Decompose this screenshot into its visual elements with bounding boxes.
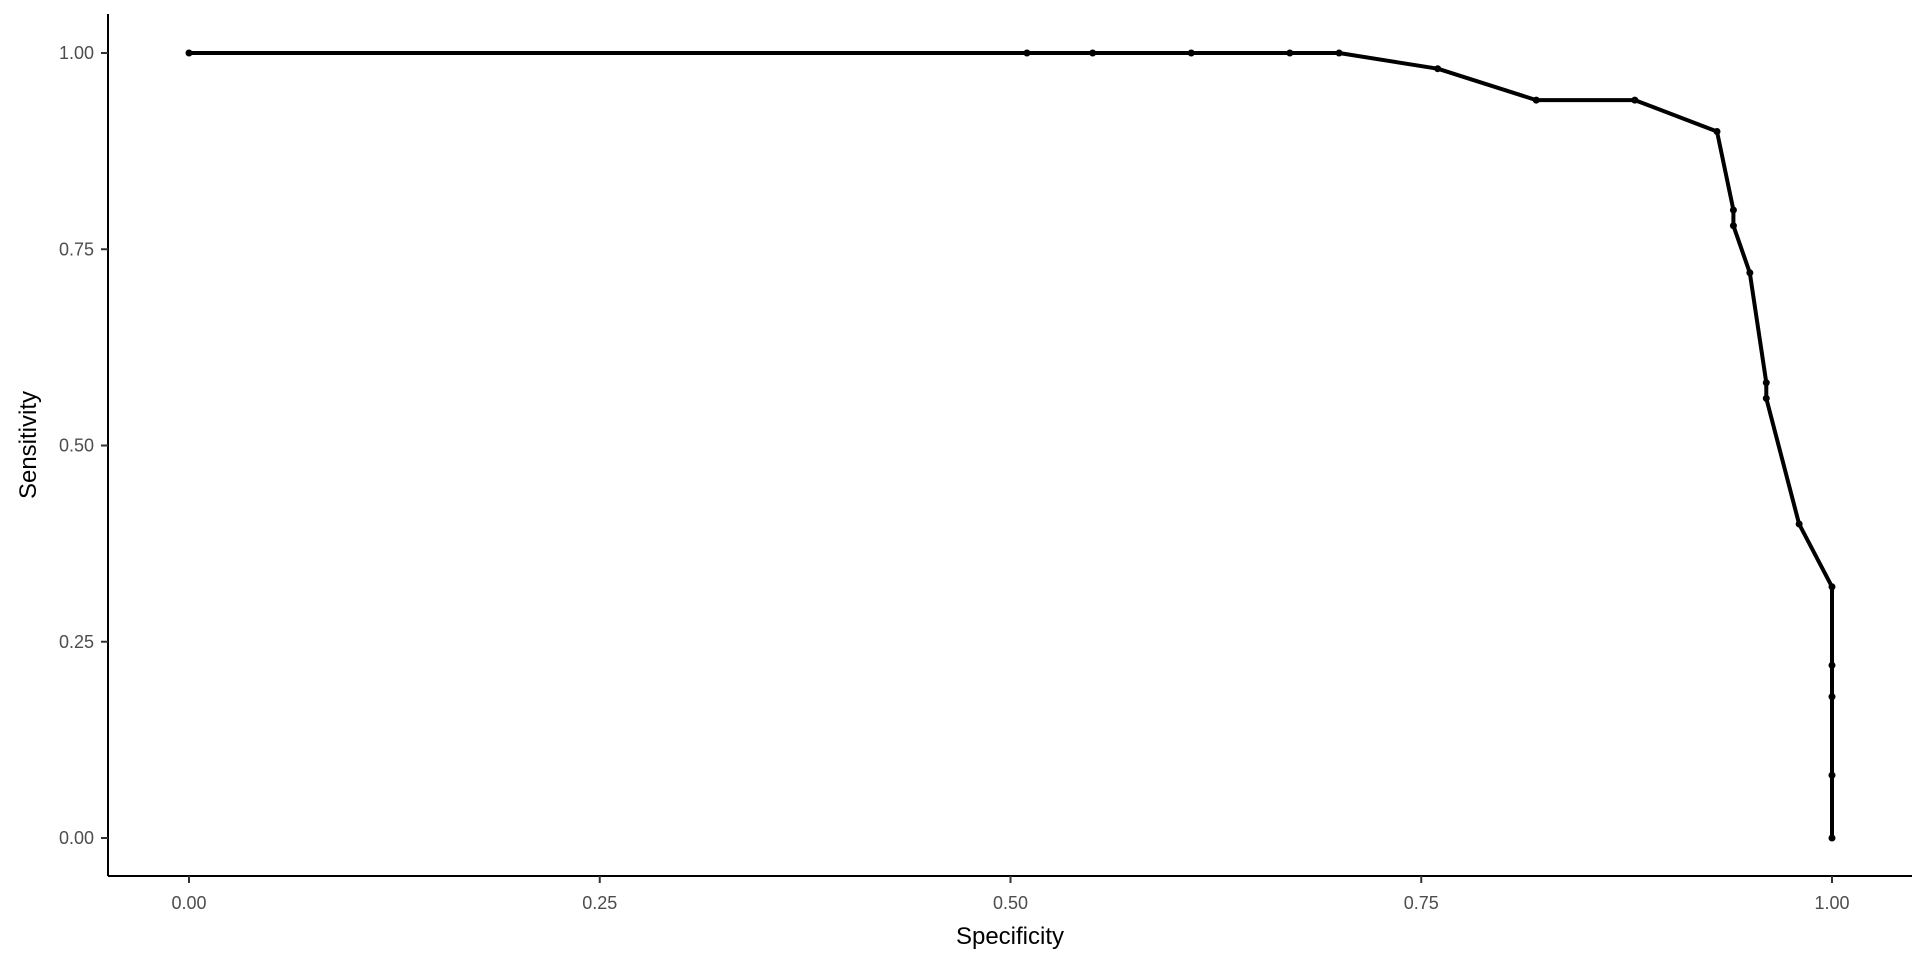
x-tick-label: 0.50 [993, 893, 1028, 913]
roc-curve-point [1187, 49, 1195, 57]
roc-curve-point [1532, 96, 1540, 104]
roc-curve-line [187, 51, 1834, 840]
roc-curve-point [1713, 128, 1721, 135]
series-layer [185, 49, 1836, 842]
roc-curve-point [1828, 583, 1836, 591]
roc-curve-point [1828, 771, 1836, 779]
x-tick-label: 0.75 [1404, 893, 1439, 913]
roc-curve-point [1023, 49, 1031, 57]
y-axis-title: Sensitivity [15, 391, 42, 499]
y-tick-label: 0.00 [59, 828, 94, 848]
y-tick-label: 0.50 [59, 436, 94, 456]
y-axis-ticks: 0.00 0.25 0.50 0.75 1.00 [59, 43, 108, 848]
x-axis-ticks: 0.00 0.25 0.50 0.75 1.00 [171, 876, 1850, 913]
roc-curve-point [1729, 206, 1737, 214]
roc-curve-point [1286, 49, 1294, 57]
roc-curve-point [1795, 520, 1803, 528]
roc-curve-point [1089, 49, 1097, 57]
roc-curve-point [185, 49, 193, 57]
roc-curve-point [1762, 394, 1770, 402]
y-tick-label: 0.25 [59, 632, 94, 652]
x-tick-label: 1.00 [1814, 893, 1849, 913]
y-tick-label: 1.00 [59, 43, 94, 63]
roc-curve-point [1762, 379, 1770, 387]
roc-curve-point [1335, 49, 1343, 57]
roc-curve-point [1828, 661, 1836, 669]
roc-curve-point [1828, 693, 1836, 701]
x-tick-label: 0.00 [171, 893, 206, 913]
roc-curve-point [1729, 222, 1737, 230]
roc-curve-point [1434, 65, 1442, 73]
x-tick-label: 0.25 [582, 893, 617, 913]
y-tick-label: 0.75 [59, 239, 94, 259]
roc-curve-point [1631, 96, 1639, 104]
roc-curve-point [1746, 269, 1754, 277]
roc-curve-point [1828, 834, 1836, 842]
x-axis-title: Specificity [956, 923, 1064, 950]
